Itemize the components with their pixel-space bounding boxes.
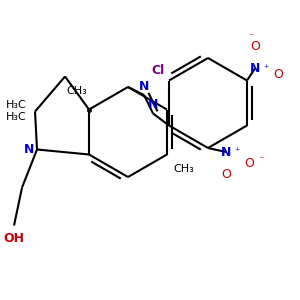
Text: CH₃: CH₃ bbox=[173, 164, 194, 175]
Text: ⁺: ⁺ bbox=[263, 64, 268, 74]
Text: N: N bbox=[221, 146, 231, 158]
Text: Cl: Cl bbox=[152, 64, 165, 76]
Text: H₃C: H₃C bbox=[6, 100, 27, 110]
Text: O: O bbox=[250, 40, 260, 52]
Text: N: N bbox=[148, 98, 158, 112]
Text: N: N bbox=[250, 62, 260, 75]
Text: O: O bbox=[273, 68, 283, 81]
Text: CH₃: CH₃ bbox=[67, 85, 87, 95]
Text: ⁻: ⁻ bbox=[248, 32, 253, 43]
Text: N: N bbox=[24, 143, 34, 156]
Text: O: O bbox=[221, 168, 231, 181]
Text: O: O bbox=[244, 157, 254, 170]
Text: ⁺: ⁺ bbox=[234, 147, 239, 157]
Text: N: N bbox=[139, 80, 149, 93]
Text: OH: OH bbox=[4, 232, 25, 244]
Text: H₃C: H₃C bbox=[6, 112, 27, 122]
Text: ⁻: ⁻ bbox=[258, 155, 263, 165]
